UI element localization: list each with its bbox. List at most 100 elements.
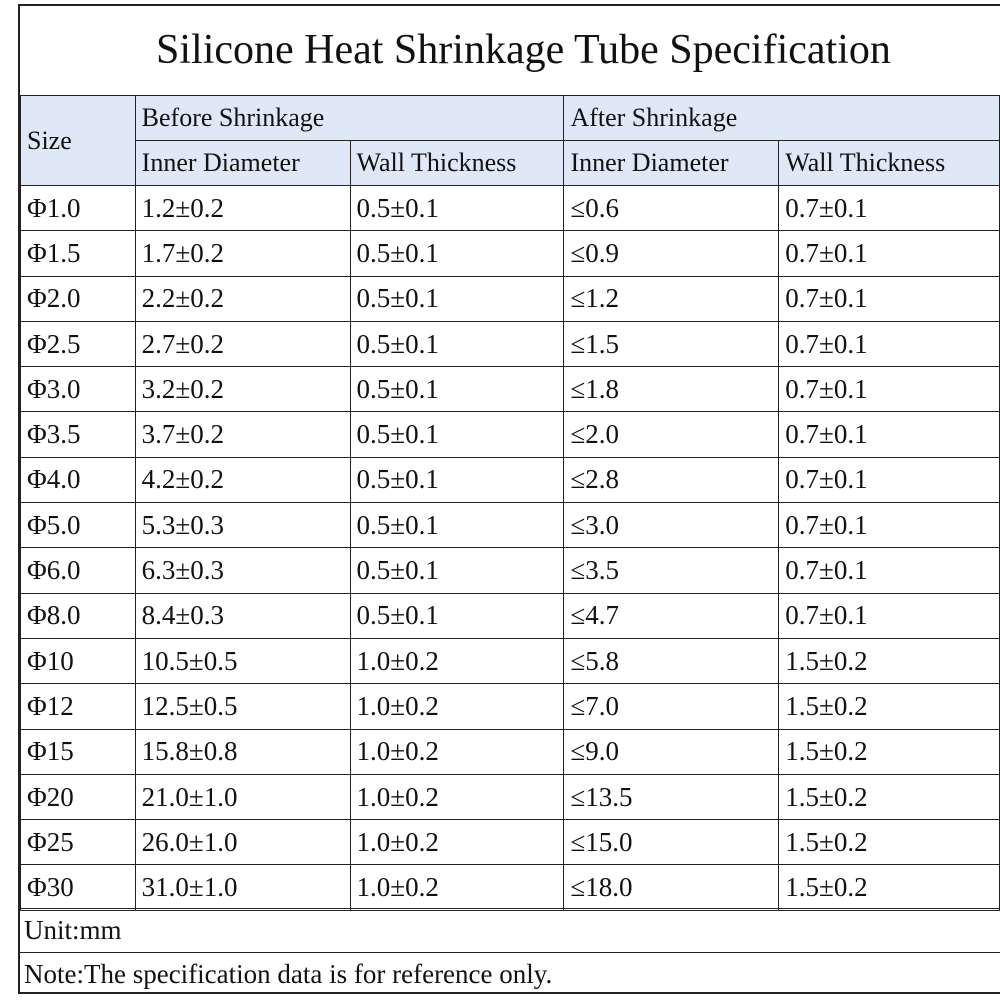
after-wall-thickness-cell: 1.5±0.2: [778, 864, 1000, 911]
before-wall-thickness-cell: 1.0±0.2: [349, 683, 565, 730]
after-inner-diameter-cell: ≤1.5: [563, 320, 780, 368]
after-inner-diameter-cell: ≤0.6: [563, 184, 780, 232]
after-wall-thickness-cell: 0.7±0.1: [778, 320, 1000, 368]
after-inner-diameter-cell: ≤9.0: [563, 728, 780, 775]
after-inner-diameter-cell: ≤5.8: [563, 637, 780, 685]
before-wall-thickness-cell: 0.5±0.1: [349, 502, 565, 549]
size-cell: Φ15: [20, 728, 136, 775]
before-wall-thickness-cell: 1.0±0.2: [349, 637, 565, 685]
after-wall-thickness-cell: 1.5±0.2: [778, 728, 1000, 775]
after-inner-diameter-cell: ≤4.7: [563, 592, 780, 639]
before-wall-thickness-cell: 1.0±0.2: [349, 728, 565, 775]
size-cell: Φ10: [20, 637, 136, 685]
after-wall-thickness-cell: 1.5±0.2: [778, 683, 1000, 730]
after-inner-diameter-cell: ≤7.0: [563, 683, 780, 730]
before-inner-diameter-cell: 5.3±0.3: [134, 502, 351, 549]
table-row: Φ8.0 8.4±0.3 0.5±0.1 ≤4.7 0.7±0.1: [20, 592, 1000, 639]
before-inner-diameter-cell: 21.0±1.0: [134, 773, 351, 821]
before-inner-diameter-cell: 1.7±0.2: [134, 230, 351, 277]
document-frame: [18, 4, 1000, 994]
unit-note: Unit:mm: [20, 908, 1000, 952]
size-cell: Φ1.0: [20, 184, 136, 232]
before-inner-diameter-cell: 26.0±1.0: [134, 819, 351, 866]
before-wall-thickness-cell: 1.0±0.2: [349, 773, 565, 821]
table-row: Φ4.0 4.2±0.2 0.5±0.1 ≤2.8 0.7±0.1: [20, 456, 1000, 504]
before-inner-diameter-cell: 31.0±1.0: [134, 864, 351, 911]
before-wall-thickness-cell: 0.5±0.1: [349, 320, 565, 368]
before-inner-diameter-cell: 12.5±0.5: [134, 683, 351, 730]
after-wall-thickness-cell: 1.5±0.2: [778, 773, 1000, 821]
before-wall-thickness-cell: 1.0±0.2: [349, 819, 565, 866]
before-inner-diameter-cell: 4.2±0.2: [134, 456, 351, 504]
after-wall-thickness-cell: 0.7±0.1: [778, 230, 1000, 277]
after-inner-diameter-cell: ≤2.0: [563, 411, 780, 458]
after-wall-thickness-cell: 1.5±0.2: [778, 819, 1000, 866]
after-inner-diameter-cell: ≤1.2: [563, 275, 780, 322]
after-wall-thickness-cell: 0.7±0.1: [778, 275, 1000, 322]
after-inner-diameter-cell: ≤0.9: [563, 230, 780, 277]
table-row: Φ3.5 3.7±0.2 0.5±0.1 ≤2.0 0.7±0.1: [20, 411, 1000, 458]
table-row: Φ5.0 5.3±0.3 0.5±0.1 ≤3.0 0.7±0.1: [20, 502, 1000, 549]
before-wall-thickness-cell: 0.5±0.1: [349, 366, 565, 413]
before-inner-diameter-cell: 1.2±0.2: [134, 184, 351, 232]
size-cell: Φ5.0: [20, 502, 136, 549]
size-cell: Φ25: [20, 819, 136, 866]
table-row: Φ6.0 6.3±0.3 0.5±0.1 ≤3.5 0.7±0.1: [20, 547, 1000, 594]
after-shrinkage-header: After Shrinkage: [563, 95, 1000, 141]
page-title: Silicone Heat Shrinkage Tube Specificati…: [156, 27, 891, 73]
table-row: Φ2.5 2.7±0.2 0.5±0.1 ≤1.5 0.7±0.1: [20, 320, 1000, 368]
after-wall-thickness-header: Wall Thickness: [778, 140, 1000, 186]
before-inner-diameter-cell: 15.8±0.8: [134, 728, 351, 775]
before-wall-thickness-cell: 1.0±0.2: [349, 864, 565, 911]
table-row: Φ1.5 1.7±0.2 0.5±0.1 ≤0.9 0.7±0.1: [20, 230, 1000, 277]
after-inner-diameter-header: Inner Diameter: [563, 140, 780, 186]
before-wall-thickness-cell: 0.5±0.1: [349, 275, 565, 322]
table-row: Φ12 12.5±0.5 1.0±0.2 ≤7.0 1.5±0.2: [20, 683, 1000, 730]
before-shrinkage-header: Before Shrinkage: [134, 95, 565, 141]
after-wall-thickness-cell: 0.7±0.1: [778, 411, 1000, 458]
before-wall-thickness-cell: 0.5±0.1: [349, 456, 565, 504]
table-row: Φ15 15.8±0.8 1.0±0.2 ≤9.0 1.5±0.2: [20, 728, 1000, 775]
after-inner-diameter-cell: ≤3.0: [563, 502, 780, 549]
table-row: Φ3.0 3.2±0.2 0.5±0.1 ≤1.8 0.7±0.1: [20, 366, 1000, 413]
after-inner-diameter-cell: ≤15.0: [563, 819, 780, 866]
size-cell: Φ12: [20, 683, 136, 730]
before-wall-thickness-cell: 0.5±0.1: [349, 230, 565, 277]
after-wall-thickness-cell: 0.7±0.1: [778, 456, 1000, 504]
before-wall-thickness-cell: 0.5±0.1: [349, 411, 565, 458]
size-header: Size: [20, 95, 136, 186]
table-row: Φ2.0 2.2±0.2 0.5±0.1 ≤1.2 0.7±0.1: [20, 275, 1000, 322]
before-inner-diameter-cell: 6.3±0.3: [134, 547, 351, 594]
size-cell: Φ30: [20, 864, 136, 911]
size-cell: Φ6.0: [20, 547, 136, 594]
before-inner-diameter-cell: 3.7±0.2: [134, 411, 351, 458]
before-wall-thickness-cell: 0.5±0.1: [349, 184, 565, 232]
spec-table: Size Before Shrinkage After Shrinkage In…: [20, 95, 1000, 911]
size-cell: Φ2.5: [20, 320, 136, 368]
size-cell: Φ8.0: [20, 592, 136, 639]
size-cell: Φ3.0: [20, 366, 136, 413]
before-inner-diameter-cell: 8.4±0.3: [134, 592, 351, 639]
table-row: Φ10 10.5±0.5 1.0±0.2 ≤5.8 1.5±0.2: [20, 637, 1000, 685]
table-row: Φ1.0 1.2±0.2 0.5±0.1 ≤0.6 0.7±0.1: [20, 184, 1000, 232]
size-cell: Φ4.0: [20, 456, 136, 504]
table-header: Size Before Shrinkage After Shrinkage In…: [20, 95, 1000, 186]
before-inner-diameter-cell: 3.2±0.2: [134, 366, 351, 413]
before-wall-thickness-header: Wall Thickness: [349, 140, 565, 186]
after-wall-thickness-cell: 0.7±0.1: [778, 547, 1000, 594]
size-cell: Φ2.0: [20, 275, 136, 322]
after-wall-thickness-cell: 0.7±0.1: [778, 184, 1000, 232]
before-wall-thickness-cell: 0.5±0.1: [349, 547, 565, 594]
after-inner-diameter-cell: ≤18.0: [563, 864, 780, 911]
before-inner-diameter-cell: 10.5±0.5: [134, 637, 351, 685]
table-row: Φ25 26.0±1.0 1.0±0.2 ≤15.0 1.5±0.2: [20, 819, 1000, 866]
after-inner-diameter-cell: ≤2.8: [563, 456, 780, 504]
after-wall-thickness-cell: 0.7±0.1: [778, 502, 1000, 549]
after-inner-diameter-cell: ≤1.8: [563, 366, 780, 413]
size-cell: Φ20: [20, 773, 136, 821]
table-body: Φ1.0 1.2±0.2 0.5±0.1 ≤0.6 0.7±0.1 Φ1.5 1.7±0.2…: [20, 184, 1000, 911]
after-inner-diameter-cell: ≤3.5: [563, 547, 780, 594]
after-wall-thickness-cell: 0.7±0.1: [778, 366, 1000, 413]
after-inner-diameter-cell: ≤13.5: [563, 773, 780, 821]
after-wall-thickness-cell: 1.5±0.2: [778, 637, 1000, 685]
